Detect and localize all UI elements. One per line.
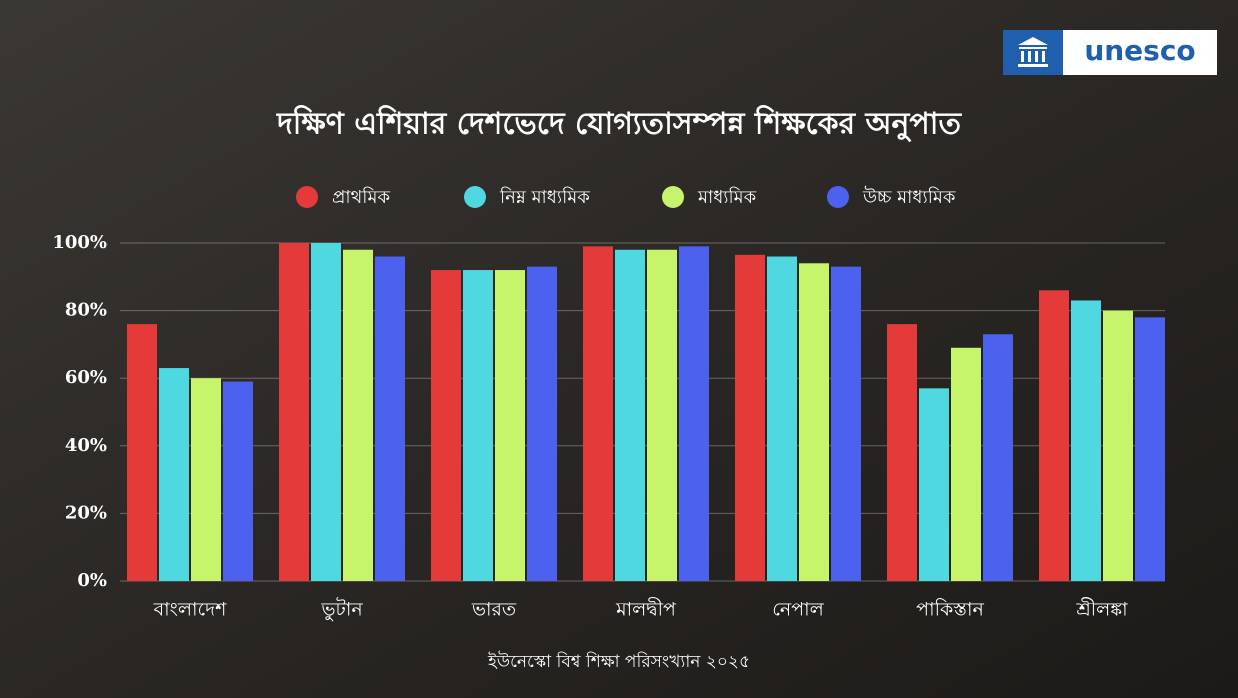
x-tick-label: মালদ্বীপ xyxy=(615,598,677,621)
bar xyxy=(831,266,861,581)
legend-label: উচ্চ মাধ্যমিক xyxy=(862,186,956,208)
legend-marker xyxy=(827,186,849,208)
bar xyxy=(919,388,949,581)
logo-text: unesco xyxy=(1084,34,1195,67)
bar xyxy=(1071,300,1101,581)
y-tick-label: 20% xyxy=(65,502,107,523)
source-note: ইউনেস্কো বিশ্ব শিক্ষা পরিসংখ্যান ২০২৫ xyxy=(487,651,750,672)
bar xyxy=(583,246,613,581)
bar xyxy=(495,270,525,581)
legend-marker xyxy=(662,186,684,208)
logo-icon xyxy=(1018,37,1048,67)
bar xyxy=(159,368,189,581)
bar xyxy=(527,266,557,581)
legend-label: প্রাথমিক xyxy=(332,187,390,208)
bar xyxy=(799,263,829,581)
x-tick-label: ভুটান xyxy=(320,598,363,622)
y-tick-label: 100% xyxy=(52,232,107,253)
bar xyxy=(279,243,309,581)
bar xyxy=(127,324,157,581)
legend-label: নিম্ন মাধ্যমিক xyxy=(499,187,590,208)
bar xyxy=(647,249,677,581)
bar xyxy=(887,324,917,581)
bar xyxy=(767,256,797,581)
legend-label: মাধ্যমিক xyxy=(697,187,757,208)
bar xyxy=(1135,317,1165,581)
bar xyxy=(1103,310,1133,581)
bar xyxy=(191,378,221,581)
bar xyxy=(1039,290,1069,581)
y-tick-label: 60% xyxy=(65,367,107,388)
y-tick-label: 0% xyxy=(77,570,107,591)
bar xyxy=(615,249,645,581)
bar xyxy=(311,243,341,581)
legend-marker xyxy=(464,186,486,208)
bar xyxy=(735,254,765,581)
y-tick-label: 40% xyxy=(65,435,107,456)
bar xyxy=(223,381,253,581)
bar xyxy=(983,334,1013,581)
bar xyxy=(375,256,405,581)
logo-emblem xyxy=(1003,30,1063,75)
bar xyxy=(431,270,461,581)
bar xyxy=(679,246,709,581)
chart-title: দক্ষিণ এশিয়ার দেশভেদে যোগ্যতাসম্পন্ন শি… xyxy=(276,105,963,143)
y-tick-label: 80% xyxy=(65,300,107,321)
legend-marker xyxy=(296,186,318,208)
x-tick-label: শ্রীলঙ্কা xyxy=(1075,598,1128,621)
bar xyxy=(343,249,373,581)
bar xyxy=(463,270,493,581)
x-tick-label: নেপাল xyxy=(772,599,824,621)
x-tick-label: পাকিস্তান xyxy=(916,599,984,621)
bar xyxy=(951,347,981,581)
x-tick-label: বাংলাদেশ xyxy=(153,599,228,621)
x-tick-label: ভারত xyxy=(471,599,517,621)
